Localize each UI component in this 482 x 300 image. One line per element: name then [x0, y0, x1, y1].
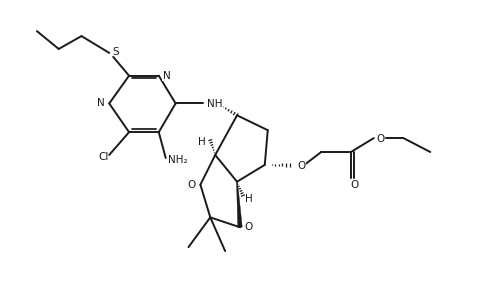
Text: H: H [199, 137, 206, 147]
Text: NH₂: NH₂ [168, 155, 187, 165]
Text: O: O [297, 161, 306, 171]
Text: O: O [376, 134, 385, 144]
Text: S: S [113, 47, 120, 57]
Text: O: O [351, 180, 359, 190]
Text: O: O [187, 180, 196, 190]
Text: H: H [245, 194, 253, 203]
Text: N: N [97, 98, 105, 108]
Text: O: O [245, 222, 253, 232]
Text: N: N [163, 71, 171, 81]
Polygon shape [237, 182, 242, 227]
Text: NH: NH [207, 99, 223, 110]
Text: Cl: Cl [98, 152, 108, 162]
